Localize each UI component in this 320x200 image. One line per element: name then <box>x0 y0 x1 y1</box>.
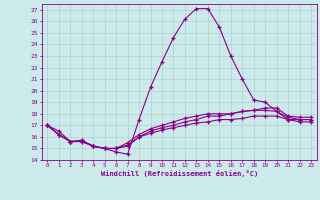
X-axis label: Windchill (Refroidissement éolien,°C): Windchill (Refroidissement éolien,°C) <box>100 170 258 177</box>
